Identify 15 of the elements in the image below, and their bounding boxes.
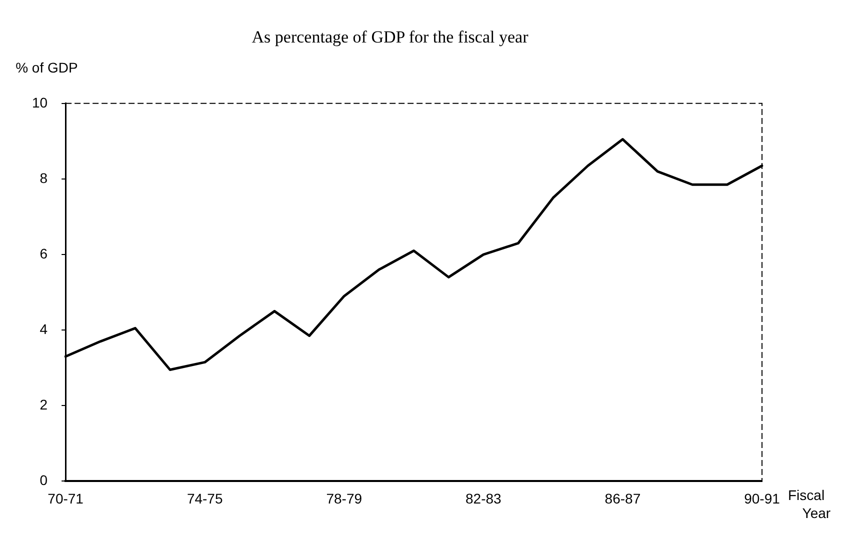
chart-title: As percentage of GDP for the fiscal year xyxy=(252,28,529,47)
y-tick-label: 0 xyxy=(40,472,48,488)
x-tick-label: 90-91 xyxy=(744,490,780,506)
y-tick-label: 2 xyxy=(40,396,48,412)
x-tick-label: 78-79 xyxy=(326,490,362,506)
x-axis-title: Fiscal Year xyxy=(788,487,831,522)
y-tick-label: 10 xyxy=(32,94,48,110)
x-tick-label: 86-87 xyxy=(604,490,641,506)
y-axis-title: % of GDP xyxy=(16,59,78,76)
y-tick-label: 6 xyxy=(40,245,48,262)
y-tick-label: 4 xyxy=(40,320,48,337)
x-tick-label: 70-71 xyxy=(48,490,84,506)
x-tick-label: 74-75 xyxy=(186,490,223,506)
x-tick-label: 82-83 xyxy=(466,490,502,506)
y-tick-label: 8 xyxy=(40,170,48,186)
